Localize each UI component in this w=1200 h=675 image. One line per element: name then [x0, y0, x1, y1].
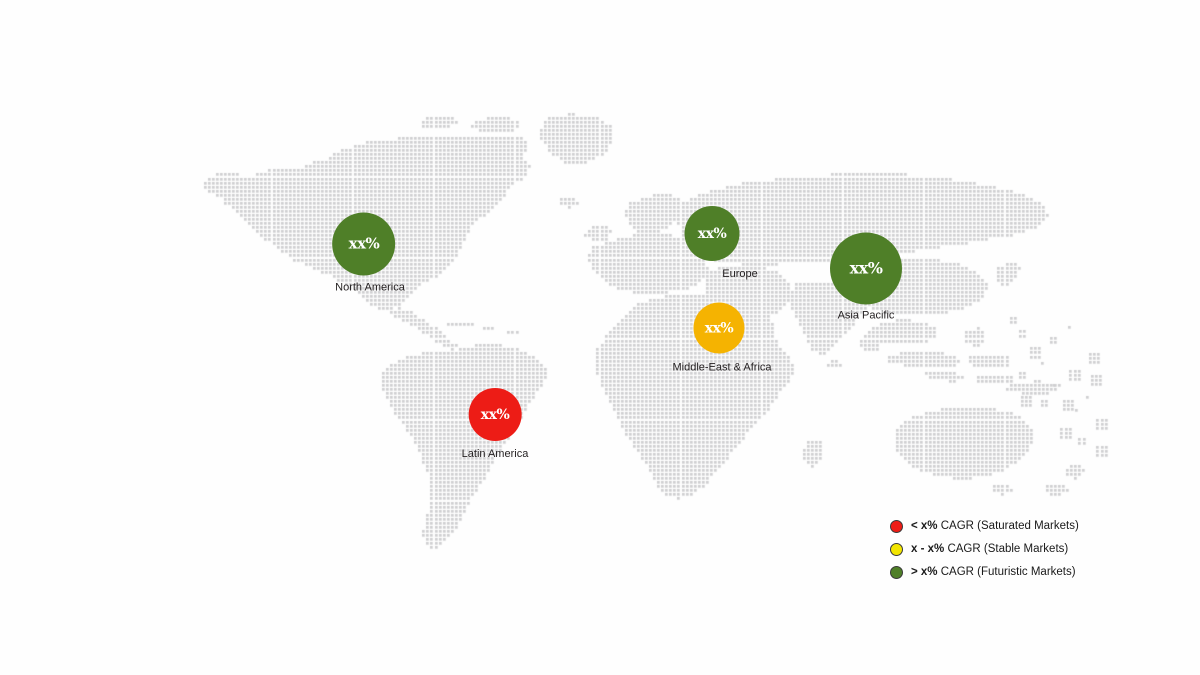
bubble-circle-latin-america: xx% [468, 388, 522, 441]
legend-saturated[interactable]: < x% CAGR (Saturated Markets) [890, 520, 1079, 533]
legend-futuristic-label: > x% CAGR (Futuristic Markets) [911, 565, 1076, 579]
legend-stable-description: CAGR (Stable Markets) [947, 542, 1069, 555]
region-bubble-latin-america[interactable]: xx% Latin America [461, 388, 529, 460]
region-label-latin-america: Latin America [461, 448, 529, 460]
region-bubble-north-america[interactable]: xx% North America [329, 212, 405, 294]
legend-saturated-description: CAGR (Saturated Markets) [940, 519, 1079, 532]
bubble-value-middle-east-africa: xx% [704, 320, 734, 336]
legend-saturated-range: < x% [911, 519, 938, 532]
legend-futuristic-range: > x% [911, 565, 938, 578]
legend-stable-label: x - x% CAGR (Stable Markets) [911, 542, 1069, 556]
legend-saturated-dot-icon [890, 520, 903, 533]
region-label-asia-pacific: Asia Pacific [837, 309, 895, 322]
region-bubble-europe[interactable]: xx% Europe [684, 206, 758, 280]
region-label-europe: Europe [722, 268, 758, 280]
region-label-middle-east-africa: Middle-East & Africa [672, 361, 772, 374]
region-bubble-asia-pacific[interactable]: xx% Asia Pacific [830, 232, 902, 322]
bubble-value-europe: xx% [697, 225, 727, 242]
bubble-circle-europe: xx% [684, 206, 740, 261]
region-bubble-middle-east-africa[interactable]: xx% Middle-East & Africa [669, 302, 772, 374]
bubble-circle-asia-pacific: xx% [830, 232, 902, 305]
bubble-circle-middle-east-africa: xx% [693, 302, 745, 354]
bubble-circle-north-america: xx% [332, 212, 396, 276]
legend-futuristic-dot-icon [890, 566, 903, 579]
legend-futuristic-description: CAGR (Futuristic Markets) [940, 565, 1076, 578]
bubble-value-asia-pacific: xx% [849, 258, 883, 278]
region-label-north-america: North America [335, 281, 405, 294]
legend-stable[interactable]: x - x% CAGR (Stable Markets) [890, 543, 1079, 556]
cagr-legend: < x% CAGR (Saturated Markets) x - x% CAGR… [890, 520, 1079, 579]
bubble-value-latin-america: xx% [480, 406, 510, 423]
legend-saturated-label: < x% CAGR (Saturated Markets) [911, 519, 1079, 533]
legend-stable-dot-icon [890, 543, 903, 556]
bubble-value-north-america: xx% [348, 234, 380, 253]
legend-stable-range: x - x% [911, 542, 945, 555]
legend-futuristic[interactable]: > x% CAGR (Futuristic Markets) [890, 566, 1079, 579]
